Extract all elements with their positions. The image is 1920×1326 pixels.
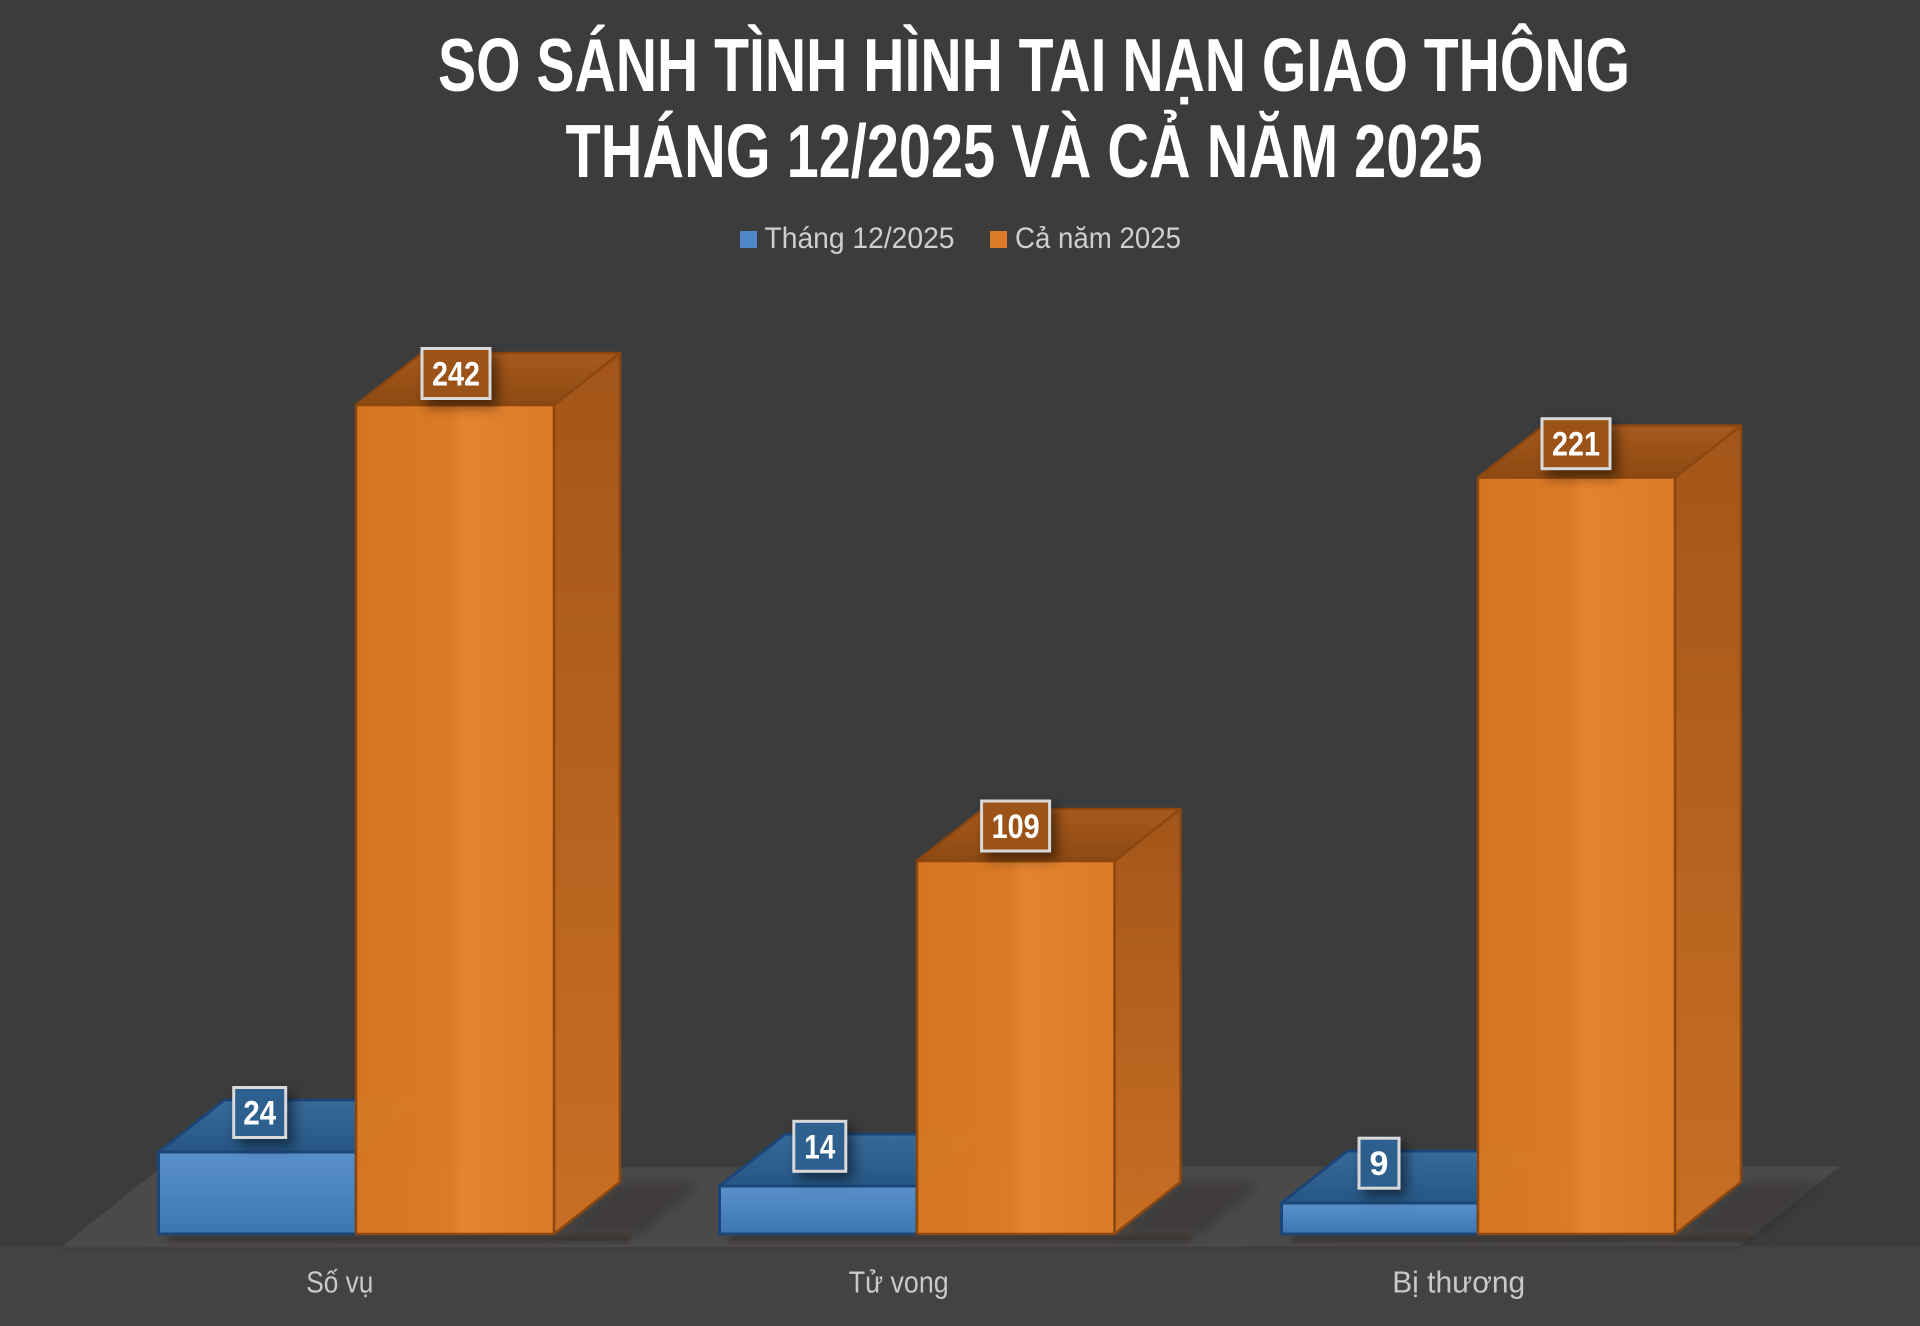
svg-text:SO SÁNH TÌNH HÌNH TAI NẠN GIAO: SO SÁNH TÌNH HÌNH TAI NẠN GIAO THÔNG (438, 23, 1630, 107)
svg-text:109: 109 (992, 808, 1040, 846)
svg-text:242: 242 (432, 356, 480, 394)
svg-text:Cả năm 2025: Cả năm 2025 (1015, 222, 1181, 255)
svg-text:24: 24 (243, 1095, 276, 1133)
svg-text:Số vụ: Số vụ (306, 1265, 373, 1300)
svg-text:Tử vong: Tử vong (849, 1265, 949, 1300)
svg-text:THÁNG 12/2025 VÀ CẢ NĂM 2025: THÁNG 12/2025 VÀ CẢ NĂM 2025 (566, 109, 1483, 193)
svg-text:Tháng 12/2025: Tháng 12/2025 (765, 222, 955, 255)
svg-text:221: 221 (1552, 426, 1600, 464)
svg-text:Bị thương: Bị thương (1392, 1265, 1525, 1300)
svg-text:9: 9 (1370, 1145, 1389, 1183)
svg-text:14: 14 (804, 1128, 835, 1166)
